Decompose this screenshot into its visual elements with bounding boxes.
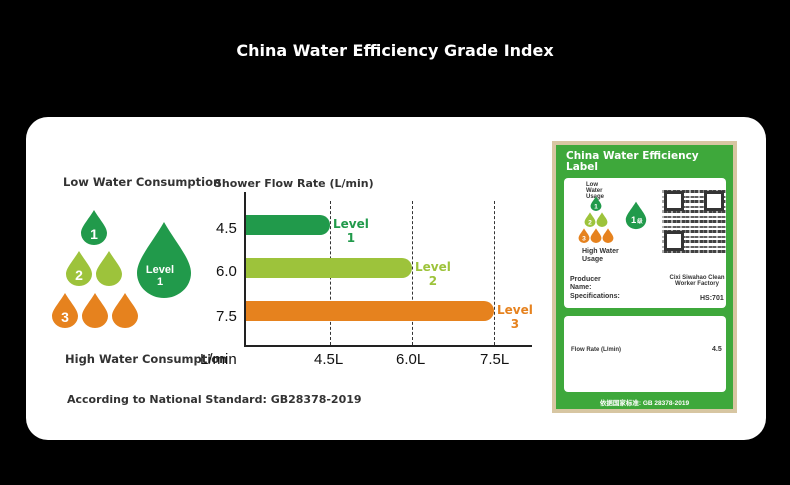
x-tick-label: 6.0L <box>396 351 426 368</box>
flow-rate-value: 4.5 <box>712 346 722 353</box>
drop-icon-grade-3 <box>112 293 138 328</box>
grid-line <box>412 201 413 345</box>
efficiency-label-image: China Water Efficiency Label Low Water U… <box>552 141 737 413</box>
label-high-usage: High Water Usage <box>582 248 619 263</box>
chart-title: Shower Flow Rate (L/min) <box>214 177 374 190</box>
grid-line <box>494 201 495 345</box>
drop-icon-grade-2: 2 <box>66 251 92 286</box>
spec-label: Specifications: <box>570 293 620 300</box>
flow-rate-label: Flow Rate (L/min) <box>571 347 621 353</box>
drop-icon <box>590 228 602 243</box>
grade-drop-icon: 1 级 <box>625 201 647 230</box>
label-flow-panel: Flow Rate (L/min) 4.5 <box>564 316 726 392</box>
y-tick-label: 7.5 <box>216 308 237 325</box>
chart-bar <box>245 258 412 278</box>
y-axis <box>244 192 246 347</box>
label-footer: 依据国家标准: GB 28378-2019 <box>599 400 690 407</box>
drop-icon-grade-1: 1 <box>81 210 107 245</box>
drop-icon-grade-3: 3 <box>52 293 78 328</box>
x-axis <box>244 345 532 347</box>
label-low-usage: Low Water Usage <box>586 182 605 200</box>
svg-text:1: 1 <box>90 226 98 242</box>
y-tick-label: 4.5 <box>216 220 237 237</box>
drop-icon: 1 <box>590 196 602 211</box>
standard-note: According to National Standard: GB28378-… <box>67 393 362 406</box>
page-title: China Water Efficiency Grade Index <box>236 41 554 60</box>
x-tick-label: 7.5L <box>480 351 510 368</box>
bar-level-label: Level 1 <box>333 217 369 245</box>
x-tick-label: 4.5L <box>314 351 344 368</box>
qr-code-image <box>662 189 726 253</box>
spec-value: HS:701 <box>700 295 724 302</box>
drop-icon-large-level-1: Level 1 <box>137 222 191 298</box>
svg-text:3: 3 <box>61 309 69 325</box>
drop-icon: 3 <box>578 228 590 243</box>
svg-text:2: 2 <box>75 267 83 283</box>
drop-icon <box>596 212 608 227</box>
drop-icon-grade-2 <box>96 251 122 286</box>
bar-level-label: Level 2 <box>415 260 451 288</box>
high-water-label: High Water Consumption <box>65 352 228 366</box>
chart-bar <box>245 301 494 321</box>
x-axis-unit: L/min <box>200 351 237 368</box>
chart-bar <box>245 215 330 235</box>
svg-text:2: 2 <box>588 220 592 227</box>
label-grade-panel: Low Water Usage 1 2 3 <box>564 178 726 308</box>
producer-label: Producer Name: <box>570 276 601 291</box>
svg-text:3: 3 <box>582 236 586 243</box>
label-heading: China Water Efficiency Label <box>566 150 699 173</box>
svg-text:级: 级 <box>636 217 643 225</box>
svg-text:1: 1 <box>594 204 598 211</box>
drop-icon-grade-3 <box>82 293 108 328</box>
svg-text:Level: Level <box>146 264 174 276</box>
svg-text:1: 1 <box>157 276 163 288</box>
y-tick-label: 6.0 <box>216 263 237 280</box>
drop-icon <box>602 228 614 243</box>
svg-text:1: 1 <box>631 214 636 225</box>
drop-icon: 2 <box>584 212 596 227</box>
producer-value: Cixi Siwahao Clean Worker Factory <box>669 275 725 287</box>
low-water-label: Low Water Consumption <box>63 175 222 189</box>
bar-level-label: Level 3 <box>497 303 533 331</box>
label-background: China Water Efficiency Label Low Water U… <box>556 145 733 409</box>
info-card: Low Water Consumption 1 2 3 Level 1 High… <box>26 117 766 440</box>
